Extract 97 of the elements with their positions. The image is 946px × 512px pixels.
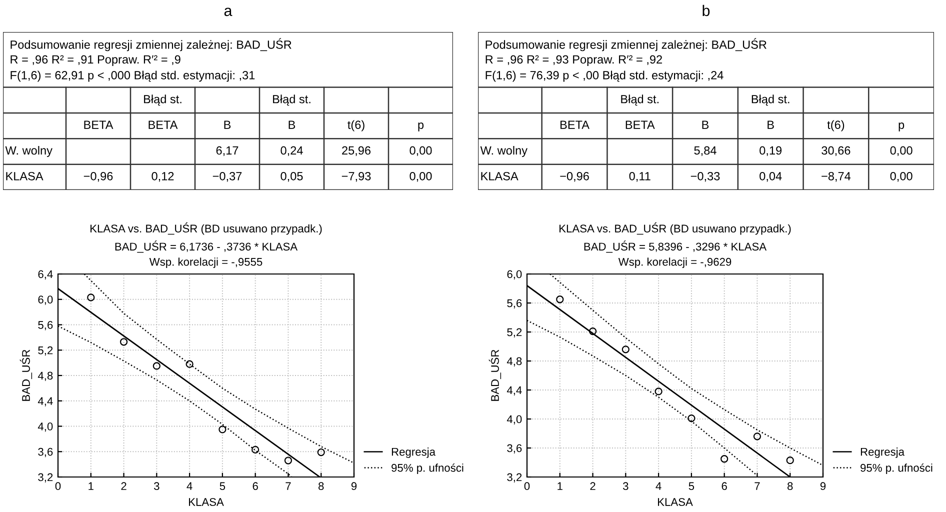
y-tick-label: 3,6 [507, 444, 522, 454]
x-tick-label: 8 [318, 482, 324, 490]
y-tick-label: 6,0 [507, 270, 522, 280]
text: B [768, 120, 774, 129]
x-axis-title: KLASA [189, 498, 224, 506]
text: Podsumowanie regresji zmiennej zależnej: BAD_UŚR [10, 38, 292, 52]
text: b [702, 4, 710, 16]
chart-title: KLASA vs. BAD_UŚR (BD usuwano przypadk.) [90, 222, 322, 235]
y-tick-label: 5,6 [38, 321, 53, 330]
y-tick-label: 5,2 [38, 346, 53, 356]
text: W. wolny [5, 146, 52, 157]
x-tick-label: 3 [623, 482, 628, 490]
text: 0,05 [280, 172, 303, 182]
text: a [224, 8, 232, 16]
text: Błąd st. [273, 94, 310, 106]
x-tick-label: 1 [558, 482, 562, 490]
text: W. wolny [480, 146, 528, 157]
text: 0,19 [760, 146, 782, 156]
y-tick-label: 4,8 [38, 372, 53, 381]
text: −8,74 [822, 172, 851, 182]
text: BETA [560, 120, 590, 129]
text: BETA [626, 120, 655, 129]
text: 25,96 [342, 146, 371, 156]
text: BETA [84, 120, 114, 129]
text: −0,96 [560, 172, 589, 182]
x-tick-label: 8 [788, 482, 793, 490]
x-tick-label: 2 [590, 482, 596, 490]
x-tick-label: 6 [252, 482, 258, 490]
text: Podsumowanie regresji zmiennej zależnej: BAD_UŚR [486, 38, 766, 52]
chart-subtitle: BAD_UŚR = 6,1736 - ,3736 * KLASA Wsp. korelacji = -,9555 [115, 240, 298, 268]
legend-label: 95% p. ufności [860, 463, 932, 474]
text: R = ,96 R² = ,91 Popraw. R′² = ,9 [10, 55, 180, 66]
text: t(6) [827, 120, 844, 132]
text: t(6) [348, 120, 364, 132]
y-tick-label: 6,0 [38, 296, 53, 305]
y-tick-label: 4,4 [506, 386, 522, 396]
text: 0,00 [890, 172, 912, 182]
text: 0,12 [152, 172, 174, 182]
text: 0,00 [410, 146, 432, 156]
x-tick-label: 4 [656, 482, 662, 490]
y-tick-label: 3,2 [507, 473, 522, 482]
text: KLASA [6, 172, 44, 180]
text: −0,37 [212, 172, 242, 182]
y-tick-label: 5,2 [507, 328, 522, 338]
x-tick-label: 0 [55, 482, 61, 490]
x-tick-label: 7 [754, 482, 760, 490]
text: 30,66 [822, 146, 850, 156]
y-axis-title: BAD_UŚR [20, 350, 32, 401]
text: 0,24 [280, 146, 303, 156]
text: 5,84 [694, 146, 716, 156]
text: 6,17 [216, 146, 238, 156]
x-tick-label: 5 [220, 482, 226, 490]
text: Błąd st. [144, 94, 182, 106]
x-tick-label: 7 [286, 482, 291, 490]
text: −0,96 [84, 172, 113, 182]
text: p [898, 122, 904, 132]
x-tick-label: 3 [154, 482, 160, 490]
y-tick-label: 6,4 [38, 270, 53, 280]
y-tick-label: 4,0 [38, 422, 53, 432]
x-tick-label: 0 [524, 482, 530, 490]
x-tick-label: 6 [722, 482, 727, 490]
text: B [702, 120, 709, 129]
text: B [224, 120, 231, 129]
y-tick-label: 4,0 [506, 415, 522, 424]
x-tick-label: 9 [351, 482, 357, 490]
text: KLASA [481, 172, 518, 180]
chart-subtitle: BAD_UŚR = 5,8396 - ,3296 * KLASA Wsp. korelacji = -,9629 [584, 240, 767, 268]
text: B [288, 120, 296, 129]
text: −0,33 [690, 172, 720, 182]
text: F(1,6) = 62,91 p < ,000 Błąd std. estymacji: ,31 [10, 70, 255, 82]
text: 0,00 [890, 146, 912, 156]
y-axis-title: BAD_UŚR [488, 350, 502, 401]
x-axis-title: KLASA [658, 498, 693, 506]
x-tick-label: 9 [820, 482, 826, 490]
y-tick-label: 4,4 [38, 397, 53, 406]
y-tick-label: 5,6 [507, 299, 522, 308]
text: 0,00 [410, 172, 432, 182]
y-tick-label: 4,8 [506, 357, 522, 366]
text: R = ,96 R² = ,93 Popraw. R′² = ,92 [486, 55, 662, 66]
x-tick-label: 1 [88, 482, 94, 490]
text: BETA [148, 120, 178, 129]
x-tick-label: 4 [186, 482, 192, 490]
text: 0,11 [629, 172, 650, 182]
x-tick-label: 2 [121, 482, 126, 490]
text: Błąd st. [752, 94, 790, 106]
y-tick-label: 3,6 [38, 448, 53, 458]
legend-label: Regresja [860, 448, 904, 458]
legend-label: Regresja [392, 448, 436, 458]
text: Błąd st. [621, 94, 658, 106]
text: −7,93 [342, 172, 371, 182]
x-tick-label: 5 [688, 482, 694, 490]
text: p [418, 122, 424, 132]
legend-label: 95% p. ufności [392, 463, 464, 474]
text: F(1,6) = 76,39 p < ,00 Błąd std. estymacji: ,24 [486, 70, 724, 82]
y-tick-label: 3,2 [38, 473, 53, 482]
chart-title: KLASA vs. BAD_UŚR (BD usuwano przypadk.) [560, 222, 791, 235]
text: 0,04 [760, 172, 782, 182]
